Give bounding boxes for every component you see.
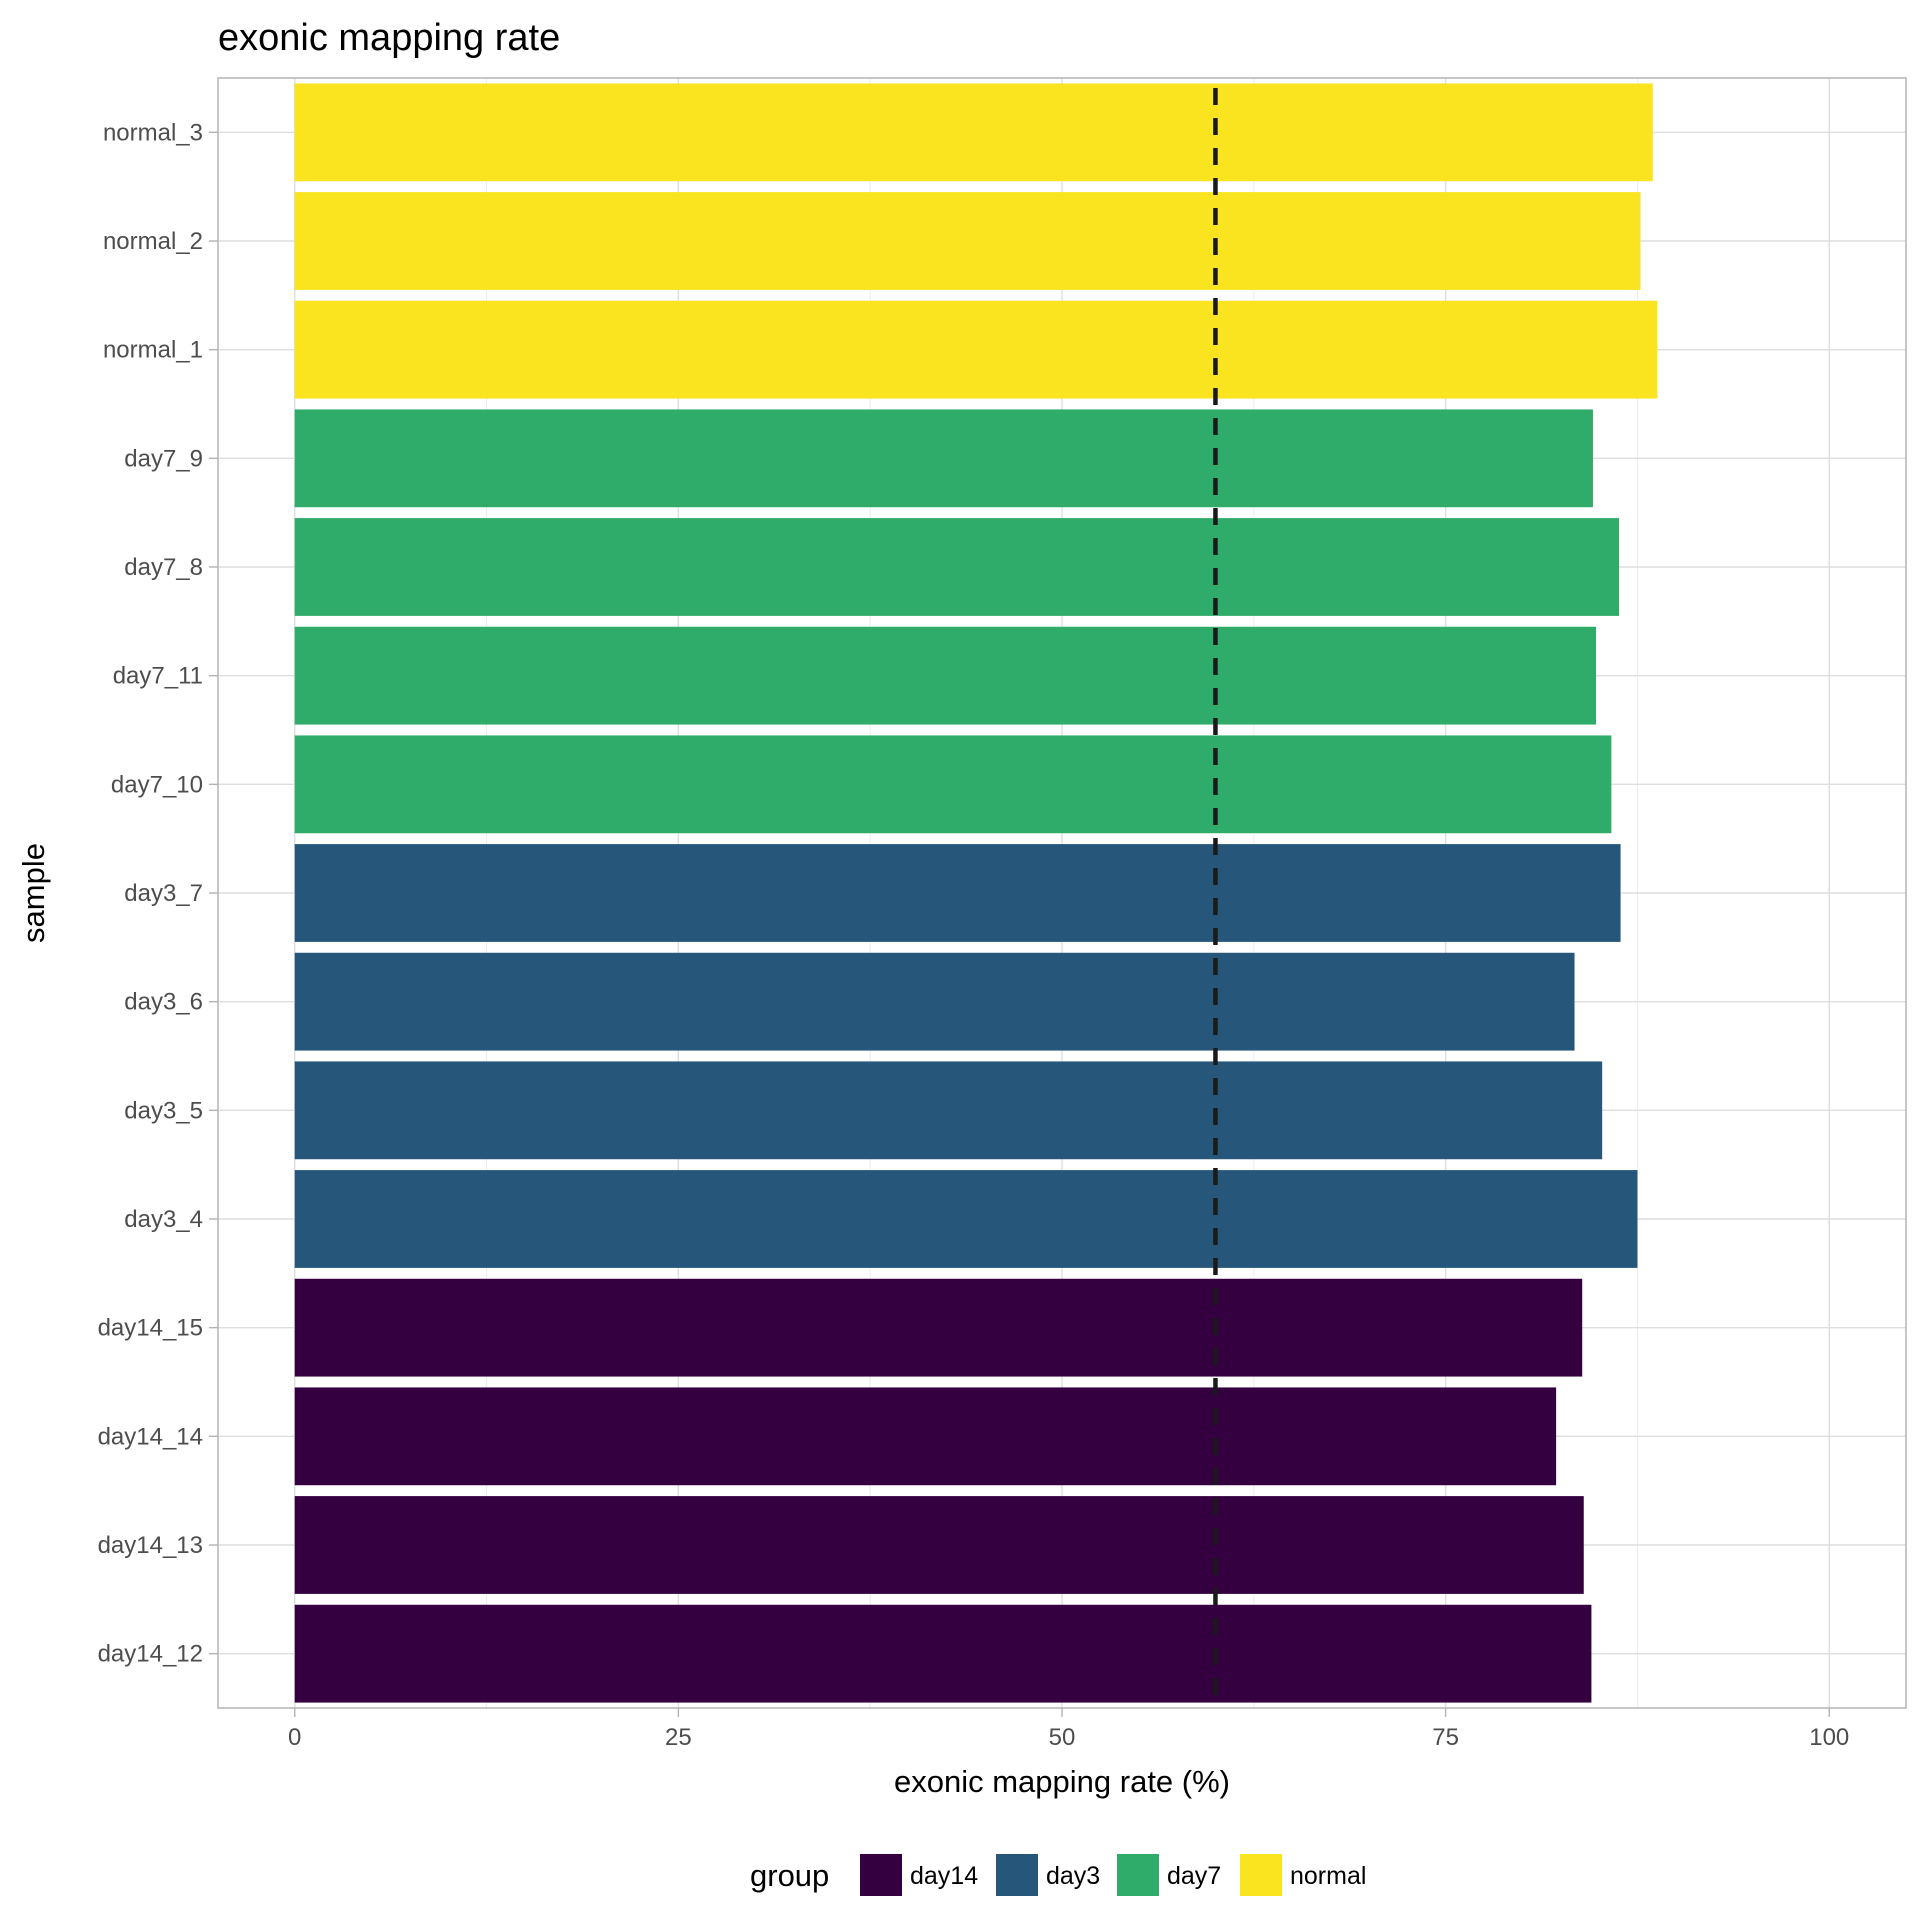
y-tick-label: day7_8 [124,554,203,581]
y-tick-label: normal_2 [103,228,203,255]
y-tick-label: day7_9 [124,445,203,472]
y-tick-label: day3_5 [124,1097,203,1124]
x-tick-label: 50 [1049,1724,1076,1751]
x-axis: 0 25 50 75 100 [288,1708,1849,1751]
legend-swatch-day7 [1117,1854,1159,1896]
chart-title: exonic mapping rate [218,17,560,59]
y-tick-label: day14_13 [98,1532,203,1559]
y-tick-label: day3_6 [124,989,203,1016]
x-tick-label: 25 [665,1724,692,1751]
bars [294,83,1658,1703]
bar-day3_7 [294,844,1621,942]
bar-day14_12 [294,1604,1592,1703]
y-tick-label: day7_11 [113,663,203,690]
y-tick-label: day14_14 [98,1423,203,1450]
legend: group day14 day3 day7 normal [750,1854,1366,1896]
legend-swatch-day14 [860,1854,902,1896]
legend-swatch-normal [1240,1854,1282,1896]
bar-day3_4 [294,1170,1638,1268]
y-tick-label: day14_12 [98,1641,203,1668]
y-tick-label: day3_4 [124,1206,203,1233]
legend-label-day7: day7 [1167,1862,1221,1890]
y-tick-label: day3_7 [124,880,203,907]
legend-swatch-day3 [996,1854,1038,1896]
bar-day14_15 [294,1278,1583,1377]
x-tick-label: 75 [1432,1724,1459,1751]
y-tick-label: day14_15 [98,1315,203,1342]
bar-day14_13 [294,1496,1584,1594]
x-axis-title: exonic mapping rate (%) [894,1764,1230,1799]
y-tick-label: normal_1 [103,337,203,364]
bar-normal_1 [294,300,1658,399]
bar-day7_10 [294,735,1612,834]
bar-day7_8 [294,518,1620,616]
legend-label-day14: day14 [910,1862,978,1890]
bar-normal_2 [294,192,1641,290]
bar-day7_9 [294,409,1593,508]
x-tick-label: 0 [288,1724,301,1751]
legend-label-day3: day3 [1046,1862,1100,1890]
bar-day3_6 [294,952,1575,1051]
y-tick-label: normal_3 [103,119,203,146]
x-tick-label: 100 [1809,1724,1849,1751]
legend-label-normal: normal [1290,1862,1366,1890]
y-tick-label: day7_10 [111,771,203,798]
y-axis-title: sample [16,843,51,943]
bar-day3_5 [294,1061,1603,1160]
bar-day7_11 [294,626,1597,725]
bar-day14_14 [294,1387,1557,1486]
y-axis: day14_12 day14_13 day14_14 day14_15 day3_4 da… [98,119,218,1668]
bar-normal_3 [294,83,1653,182]
legend-title: group [750,1858,829,1893]
